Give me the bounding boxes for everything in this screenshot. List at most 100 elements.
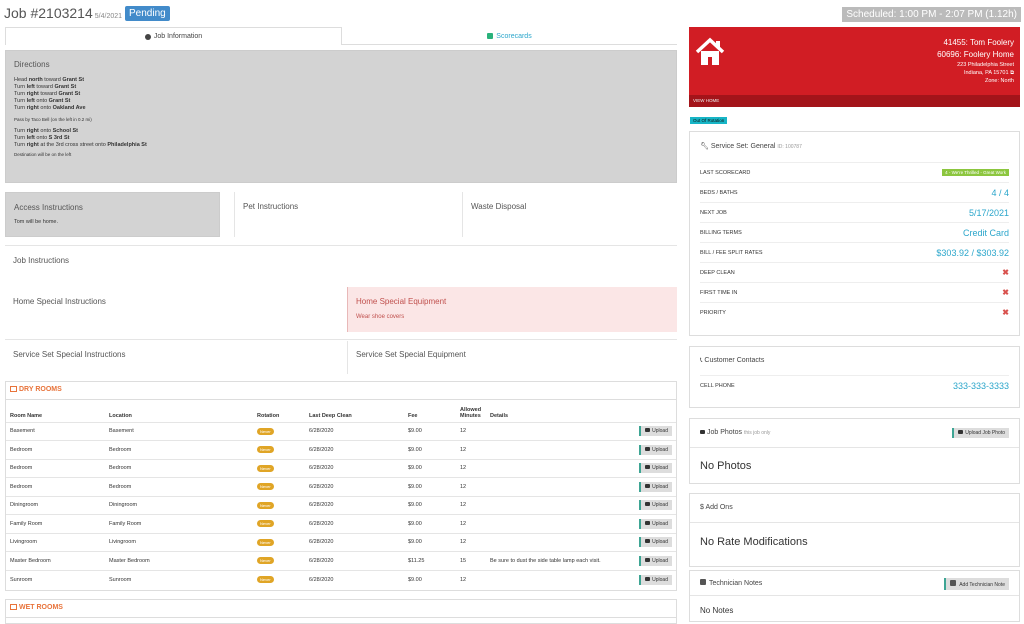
- room-location: Sunroom: [105, 569, 253, 589]
- direction-step: Turn left onto S 3rd St: [14, 135, 70, 141]
- service-set-special-instructions-title: Service Set Special Instructions: [13, 350, 126, 359]
- camera-icon: [645, 446, 651, 451]
- divider: [5, 245, 677, 246]
- directions-title: Directions: [14, 60, 50, 69]
- room-details: [486, 458, 632, 478]
- external-link-icon[interactable]: ⧉: [1010, 70, 1014, 76]
- upload-button[interactable]: Upload: [639, 463, 672, 474]
- direction-step: Head north toward Grant St: [14, 77, 85, 83]
- home-special-equipment-title: Home Special Equipment: [356, 297, 447, 306]
- direction-step: Turn left onto Grant St: [14, 98, 71, 104]
- room-location: Diningroom: [105, 495, 253, 515]
- directions-panel: Directions Head north toward Grant St Tu…: [5, 50, 677, 183]
- upload-button[interactable]: Upload: [639, 574, 672, 585]
- customer-contacts-card: 📞︎ Customer Contacts CELL PHONE 333-333-3…: [689, 346, 1020, 408]
- room-rotation: Never: [253, 495, 305, 515]
- room-details: [486, 421, 632, 441]
- x-icon: ✖: [1002, 308, 1009, 317]
- add-ons-title: $ Add Ons: [700, 504, 733, 511]
- home-icon: [10, 386, 17, 392]
- room-name: Family Room: [6, 514, 105, 533]
- room-location: Bedroom: [105, 440, 253, 459]
- camera-icon: [645, 502, 651, 507]
- rotation-badge: Never: [257, 446, 274, 454]
- room-name: Sunroom: [6, 569, 105, 589]
- camera-icon: [645, 557, 651, 562]
- room-last-deep-clean: 6/28/2020: [305, 458, 404, 478]
- wet-rooms-panel: WET ROOMS: [5, 599, 677, 624]
- camera-icon: [645, 520, 651, 525]
- tab-job-information[interactable]: Job Information: [5, 27, 342, 45]
- no-notes-text: No Notes: [700, 606, 734, 615]
- room-last-deep-clean: 6/28/2020: [305, 495, 404, 515]
- camera-icon: [700, 430, 705, 434]
- room-allowed-minutes: 12: [456, 569, 486, 589]
- add-technician-note-button[interactable]: Add Technician Note: [944, 578, 1009, 590]
- tab-label: Scorecards: [496, 32, 532, 40]
- room-rotation: Never: [253, 458, 305, 478]
- room-allowed-minutes: 12: [456, 458, 486, 478]
- room-fee: $9.00: [404, 495, 456, 515]
- upload-button[interactable]: Upload: [639, 426, 672, 437]
- divider: [5, 339, 677, 340]
- upload-button[interactable]: Upload: [639, 444, 672, 455]
- cell-phone-link[interactable]: 333-333-3333: [952, 380, 1009, 391]
- wet-rooms-title: WET ROOMS: [19, 604, 63, 611]
- table-row: Family Room Family Room Never 6/28/2020 $9.0…: [6, 514, 676, 533]
- room-name: Diningroom: [6, 495, 105, 515]
- room-allowed-minutes: 12: [456, 514, 486, 533]
- room-fee: $9.00: [404, 458, 456, 478]
- rotation-badge: Never: [257, 427, 274, 435]
- column-header: Rotation: [257, 412, 280, 419]
- directions-steps: Head north toward Grant St Turn left tow…: [14, 77, 668, 158]
- upload-job-photo-button[interactable]: Upload Job Photo: [952, 428, 1009, 438]
- upload-button[interactable]: Upload: [639, 555, 672, 566]
- upload-button[interactable]: Upload: [639, 518, 672, 529]
- home-city: Indiana, PA 15701 ⧉: [963, 70, 1014, 76]
- direction-step: Turn right at the 3rd cross street onto …: [14, 142, 147, 148]
- add-ons-card: $ Add Ons No Rate Modifications: [689, 493, 1020, 567]
- room-name: Basement: [6, 421, 105, 441]
- room-fee: $9.00: [404, 532, 456, 552]
- technician-notes-title: Technician Notes: [700, 579, 762, 587]
- room-name: Master Bedroom: [6, 551, 105, 570]
- wrench-icon: 🔧︎: [700, 143, 709, 150]
- room-rotation: Never: [253, 477, 305, 496]
- direction-step: Turn left toward Grant St: [14, 84, 77, 90]
- room-fee: $9.00: [404, 440, 456, 459]
- next-job-link[interactable]: 5/17/2021: [968, 207, 1009, 218]
- direction-note: Pass by Taco Bell (on the left in 0.2 mi…: [14, 117, 92, 122]
- home-special-equipment-text: Wear shoe covers: [356, 314, 405, 320]
- room-location: Bedroom: [105, 458, 253, 478]
- room-rotation: Never: [253, 514, 305, 533]
- upload-button[interactable]: Upload: [639, 500, 672, 511]
- room-name: Livingroom: [6, 532, 105, 552]
- room-details: [486, 495, 632, 515]
- access-instructions-title: Access Instructions: [14, 203, 83, 212]
- room-rotation: Never: [253, 421, 305, 441]
- room-allowed-minutes: 12: [456, 440, 486, 459]
- customer-contacts-title: 📞︎ Customer Contacts: [700, 357, 765, 364]
- view-home-link[interactable]: VIEW HOME: [689, 95, 1020, 107]
- rotation-badge: Never: [257, 464, 274, 472]
- job-photos-title: Job Photos this job only: [700, 429, 770, 436]
- job-number: Job #2103214: [4, 5, 93, 21]
- home-header-card: 41455: Tom Foolery 60696: Foolery Home 2…: [689, 27, 1020, 107]
- contact-row: CELL PHONE 333-333-3333: [700, 375, 1009, 395]
- room-details: [486, 532, 632, 552]
- service-set-row: FIRST TIME IN ✖: [700, 282, 1009, 302]
- room-fee: $9.00: [404, 477, 456, 496]
- room-last-deep-clean: 6/28/2020: [305, 569, 404, 589]
- camera-icon: [645, 576, 651, 581]
- upload-button[interactable]: Upload: [639, 481, 672, 492]
- tab-scorecards[interactable]: Scorecards: [342, 27, 677, 45]
- service-set-row: NEXT JOB 5/17/2021: [700, 202, 1009, 222]
- no-photos-text: No Photos: [700, 460, 752, 472]
- service-set-row: DEEP CLEAN ✖: [700, 262, 1009, 282]
- top-bar: Job #2103214 5/4/2021 Pending Scheduled: 1…: [0, 0, 1024, 28]
- room-allowed-minutes: 12: [456, 532, 486, 552]
- upload-button[interactable]: Upload: [639, 537, 672, 548]
- service-set-row: BILL / FEE SPLIT RATES $303.92 / $303.92: [700, 242, 1009, 262]
- home-zone: Zone: North: [984, 78, 1014, 84]
- scheduled-time: Scheduled: 1:00 PM - 2:07 PM (1.12h): [842, 7, 1021, 22]
